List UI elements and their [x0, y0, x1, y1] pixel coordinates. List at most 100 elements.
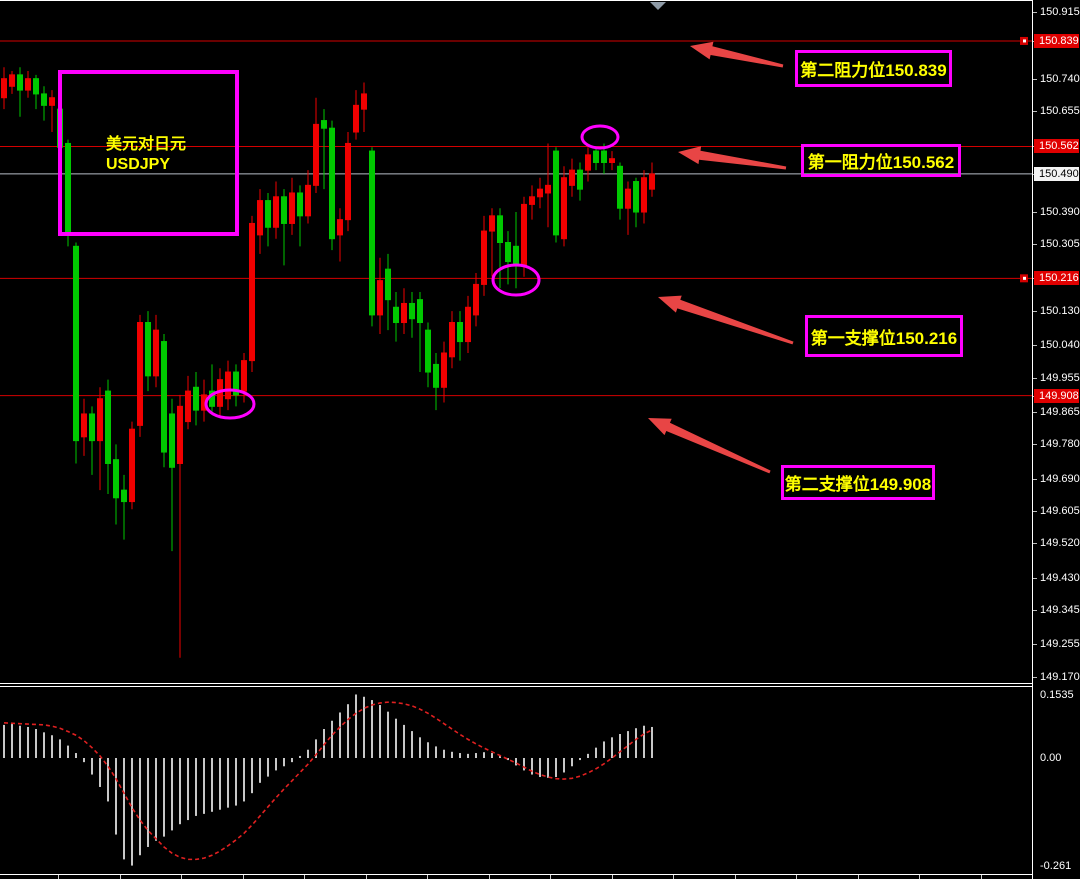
current-price-label: 150.490 — [1034, 166, 1079, 181]
candle — [129, 421, 135, 510]
candle — [345, 132, 351, 232]
symbol-name-cn: 美元对日元 — [106, 136, 187, 153]
time-tick-mark — [919, 875, 920, 879]
candle — [337, 208, 343, 262]
time-axis[interactable] — [0, 875, 1080, 879]
time-tick-mark — [796, 875, 797, 879]
candle — [193, 372, 199, 426]
candle — [369, 147, 375, 327]
osma-bar — [379, 705, 381, 758]
time-tick-mark — [427, 875, 428, 879]
label-support2[interactable]: 第二支撑位149.908 — [781, 465, 935, 500]
candle — [41, 86, 47, 121]
time-tick-mark — [673, 875, 674, 879]
candle — [441, 341, 447, 403]
candle — [49, 90, 55, 133]
osma-bar — [227, 758, 229, 808]
price-tick-label: 150.740 — [1040, 72, 1080, 85]
osma-bar — [243, 758, 245, 802]
candle — [185, 375, 191, 430]
price-line-resistance-2[interactable] — [0, 36, 1032, 45]
candle — [89, 406, 95, 475]
pane-splitter[interactable] — [0, 683, 1080, 687]
osma-bar — [67, 745, 69, 758]
candle — [121, 474, 127, 540]
label-resistance1-text: 第一阻力位150.562 — [807, 153, 955, 172]
candle — [577, 162, 583, 201]
symbol-title-box[interactable]: 美元对日元 USDJPY — [58, 70, 239, 236]
osma-bar — [419, 737, 421, 758]
candle — [537, 177, 543, 209]
candle — [481, 215, 487, 296]
candle — [409, 292, 415, 338]
osma-bar — [411, 731, 413, 758]
price-tick-label: 149.170 — [1040, 670, 1080, 683]
osma-bar — [147, 758, 149, 847]
price-tick-label: 150.390 — [1040, 206, 1080, 219]
candle — [353, 90, 359, 140]
candle — [625, 181, 631, 235]
time-tick-mark — [243, 875, 244, 879]
axis-tick-mark — [1033, 111, 1037, 113]
candle — [289, 177, 295, 235]
osma-bar — [427, 742, 429, 758]
chart-shift-marker-icon[interactable] — [650, 2, 666, 10]
candle — [457, 311, 463, 361]
price-tick-label: 149.605 — [1040, 505, 1080, 518]
candle — [321, 109, 327, 190]
osma-bar — [355, 694, 357, 758]
candle — [153, 314, 159, 388]
candle — [169, 398, 175, 552]
candle — [585, 147, 591, 182]
candle — [257, 189, 263, 254]
osma-bar — [499, 755, 501, 758]
price-tick-label: 149.430 — [1040, 571, 1080, 584]
chart-top-border — [0, 0, 1080, 1]
axis-tick-mark — [1033, 444, 1037, 446]
axis-tick-mark — [1033, 212, 1037, 214]
axis-tick-mark — [1033, 644, 1037, 646]
price-line-label: 150.562 — [1034, 139, 1079, 154]
label-resistance1[interactable]: 第一阻力位150.562 — [801, 144, 961, 177]
price-line-label: 149.908 — [1034, 388, 1079, 403]
axis-tick-mark — [1033, 345, 1037, 347]
osma-bar — [451, 751, 453, 758]
time-tick-mark — [120, 875, 121, 879]
osma-bar — [459, 753, 461, 758]
label-support1[interactable]: 第一支撑位150.216 — [805, 315, 963, 357]
osma-bar — [131, 758, 133, 866]
label-resistance2[interactable]: 第二阻力位150.839 — [795, 50, 952, 87]
osma-bar — [635, 728, 637, 758]
osma-bar — [75, 753, 77, 758]
osma-bar — [83, 758, 85, 763]
osma-bar — [507, 758, 509, 761]
osma-bar — [115, 758, 117, 835]
candle — [145, 311, 151, 392]
candle — [553, 147, 559, 243]
candle — [617, 162, 623, 220]
osma-indicator-canvas[interactable] — [0, 687, 1032, 874]
candle — [633, 177, 639, 228]
osma-bar — [403, 724, 405, 758]
price-tick-label: 149.955 — [1040, 371, 1080, 384]
candle — [513, 212, 519, 289]
osma-bar — [35, 729, 37, 758]
axis-tick-mark — [1033, 543, 1037, 545]
candle — [9, 71, 15, 94]
candle — [105, 379, 111, 494]
candle — [545, 143, 551, 228]
price-chart-canvas[interactable] — [0, 0, 1032, 683]
price-axis[interactable]: 0.1535 0.00 -0.261 150.915 150.740 150.655… — [1032, 0, 1080, 879]
osma-bar — [219, 758, 221, 810]
candle — [97, 387, 103, 491]
axis-tick-mark — [1033, 12, 1037, 13]
price-tick-label: 149.345 — [1040, 604, 1080, 617]
indicator-zero-label: 0.00 — [1040, 752, 1062, 764]
axis-tick-mark — [1033, 676, 1037, 678]
osma-bar — [59, 739, 61, 758]
osma-bar — [339, 712, 341, 758]
osma-bar — [651, 726, 653, 758]
osma-bar — [163, 758, 165, 837]
time-tick-mark — [58, 875, 59, 879]
price-tick-label: 149.255 — [1040, 638, 1080, 651]
